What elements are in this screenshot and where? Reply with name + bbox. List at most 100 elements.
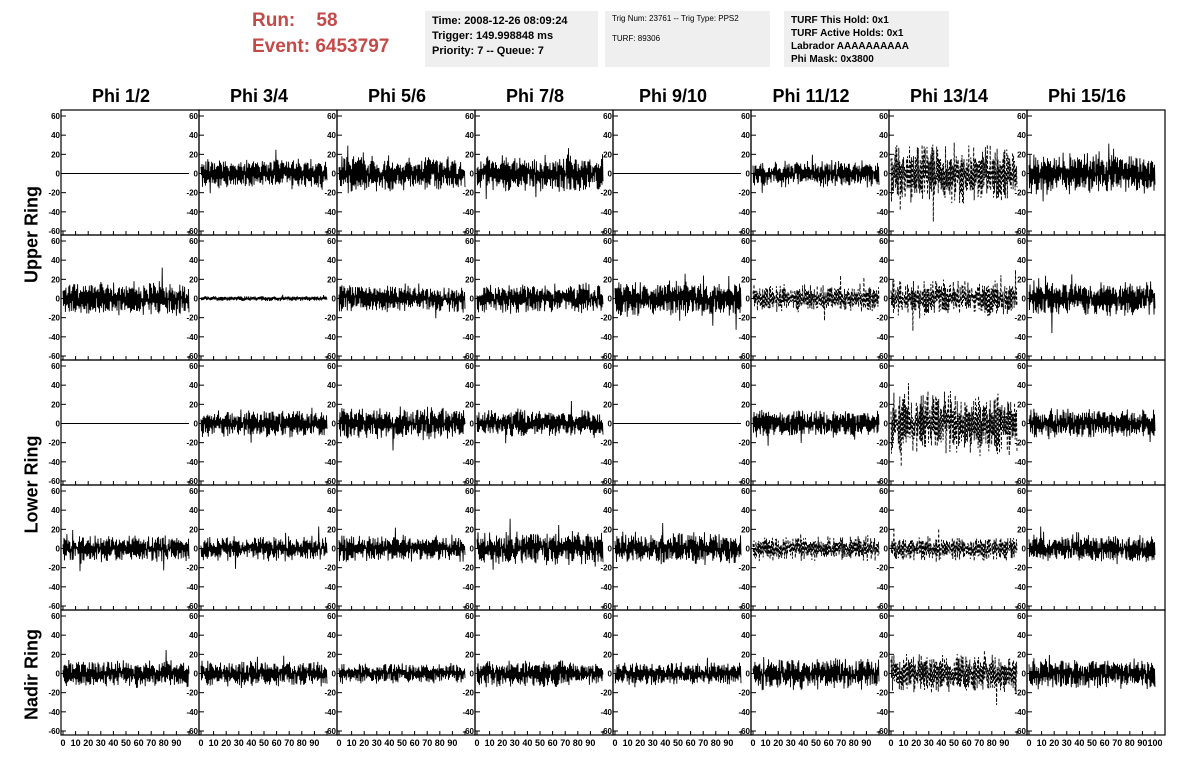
y-tick-label: -40 bbox=[1014, 583, 1026, 592]
x-tick-label: 60 bbox=[1100, 738, 1110, 748]
y-tick-label: -60 bbox=[738, 352, 750, 361]
x-tick-label: 50 bbox=[121, 738, 131, 748]
y-tick-label: 40 bbox=[327, 631, 336, 640]
y-tick-label: 0 bbox=[1022, 670, 1027, 679]
y-tick-label: 0 bbox=[194, 295, 199, 304]
y-tick-label: -20 bbox=[186, 439, 198, 448]
y-tick-label: -20 bbox=[186, 314, 198, 323]
y-tick-label: 0 bbox=[1022, 170, 1027, 179]
y-tick-label: 20 bbox=[465, 275, 474, 284]
waveform-line bbox=[1028, 143, 1156, 202]
y-tick-label: 0 bbox=[746, 295, 751, 304]
y-tick-label: 0 bbox=[470, 545, 475, 554]
column-header-phi-11-12: Phi 11/12 bbox=[772, 86, 850, 106]
y-tick-label: -20 bbox=[876, 314, 888, 323]
y-tick-label: 0 bbox=[194, 170, 199, 179]
waveform-line bbox=[62, 267, 190, 316]
y-tick-label: 0 bbox=[1022, 545, 1027, 554]
waveform-panel: -60 -40 -20 0 20 40 60 bbox=[738, 359, 890, 486]
x-tick-label: 30 bbox=[234, 738, 244, 748]
x-tick-label: 70 bbox=[560, 738, 570, 748]
y-tick-label: 40 bbox=[1017, 631, 1026, 640]
x-tick-label: 70 bbox=[422, 738, 432, 748]
y-tick-label: 60 bbox=[741, 237, 750, 246]
y-tick-label: 40 bbox=[51, 256, 60, 265]
waveform-line bbox=[752, 656, 880, 691]
y-tick-label: 40 bbox=[879, 506, 888, 515]
y-tick-label: 20 bbox=[465, 400, 474, 409]
y-tick-label: 60 bbox=[189, 237, 198, 246]
y-tick-label: 20 bbox=[1017, 525, 1026, 534]
y-tick-label: -20 bbox=[738, 314, 750, 323]
y-tick-label: -60 bbox=[48, 477, 60, 486]
waveform-line bbox=[338, 527, 466, 562]
y-tick-label: -20 bbox=[186, 189, 198, 198]
y-tick-label: -40 bbox=[186, 583, 198, 592]
y-tick-label: 0 bbox=[56, 170, 61, 179]
column-header-phi-13-14: Phi 13/14 bbox=[909, 86, 989, 106]
y-tick-label: 60 bbox=[189, 612, 198, 621]
x-tick-label: 50 bbox=[397, 738, 407, 748]
x-tick-label: 80 bbox=[1125, 738, 1135, 748]
waveform-line bbox=[1028, 274, 1156, 334]
y-tick-label: 60 bbox=[603, 612, 612, 621]
y-tick-label: -40 bbox=[600, 708, 612, 717]
y-tick-label: 20 bbox=[327, 275, 336, 284]
y-tick-label: 40 bbox=[327, 131, 336, 140]
y-tick-label: -40 bbox=[48, 333, 60, 342]
y-tick-label: -40 bbox=[1014, 333, 1026, 342]
x-tick-label: 50 bbox=[949, 738, 959, 748]
y-tick-label: 20 bbox=[465, 150, 474, 159]
waveform-line bbox=[614, 522, 742, 566]
y-tick-label: 40 bbox=[189, 131, 198, 140]
y-tick-label: 0 bbox=[608, 420, 613, 429]
y-tick-label: 20 bbox=[327, 650, 336, 659]
y-tick-label: -20 bbox=[738, 564, 750, 573]
x-tick-label: 30 bbox=[96, 738, 106, 748]
y-tick-label: 20 bbox=[189, 150, 198, 159]
turf-text: TURF: 89306 bbox=[612, 34, 661, 43]
waveform-panel: -60 -40 -20 0 20 40 60 bbox=[876, 484, 1028, 611]
waveform-panel: -60 -40 -20 0 20 40 60 bbox=[186, 484, 338, 611]
y-tick-label: 60 bbox=[51, 112, 60, 121]
waveform-panel: -60 -40 -20 0 20 40 60 bbox=[1014, 484, 1166, 611]
y-tick-label: 40 bbox=[327, 256, 336, 265]
y-tick-label: 60 bbox=[189, 112, 198, 121]
y-tick-label: -60 bbox=[48, 352, 60, 361]
x-tick-label: 90 bbox=[447, 738, 457, 748]
x-tick-label: 70 bbox=[974, 738, 984, 748]
y-tick-label: 40 bbox=[603, 381, 612, 390]
y-tick-label: 0 bbox=[1022, 420, 1027, 429]
waveform-panel: -60 -40 -20 0 20 40 60 bbox=[600, 109, 752, 236]
y-tick-label: 20 bbox=[327, 400, 336, 409]
x-tick-label: 50 bbox=[1087, 738, 1097, 748]
y-tick-label: 60 bbox=[327, 362, 336, 371]
y-tick-label: 0 bbox=[746, 545, 751, 554]
y-tick-label: -20 bbox=[738, 689, 750, 698]
y-tick-label: -60 bbox=[324, 352, 336, 361]
x-tick-label: 40 bbox=[936, 738, 946, 748]
turf-info-box: TURF This Hold: 0x1 TURF Active Holds: 0… bbox=[784, 11, 949, 67]
y-tick-label: 60 bbox=[327, 237, 336, 246]
waveform-panel: -60 -40 -20 0 20 40 60 bbox=[738, 484, 890, 611]
x-tick-label: 40 bbox=[522, 738, 532, 748]
x-tick-label: 20 bbox=[1049, 738, 1059, 748]
y-tick-label: -40 bbox=[738, 708, 750, 717]
x-tick-label: 40 bbox=[660, 738, 670, 748]
y-tick-label: 0 bbox=[332, 170, 337, 179]
waveform-line bbox=[890, 650, 1018, 706]
y-tick-label: 40 bbox=[741, 381, 750, 390]
trigger-text: Trigger: 149.998848 ms bbox=[432, 30, 554, 42]
waveform-panel: -60 -40 -20 0 20 40 60 bbox=[1014, 109, 1166, 236]
column-header-phi-3-4: Phi 3/4 bbox=[229, 86, 289, 106]
y-tick-label: -60 bbox=[738, 602, 750, 611]
waveform-line bbox=[200, 407, 328, 443]
y-tick-label: 60 bbox=[189, 487, 198, 496]
y-tick-label: -20 bbox=[600, 189, 612, 198]
y-tick-label: 60 bbox=[741, 487, 750, 496]
y-tick-label: 0 bbox=[608, 670, 613, 679]
waveform-panel: -60 -40 -20 0 20 40 60 bbox=[324, 109, 476, 236]
y-tick-label: -20 bbox=[48, 439, 60, 448]
y-tick-label: 20 bbox=[51, 525, 60, 534]
y-tick-label: -60 bbox=[462, 477, 474, 486]
